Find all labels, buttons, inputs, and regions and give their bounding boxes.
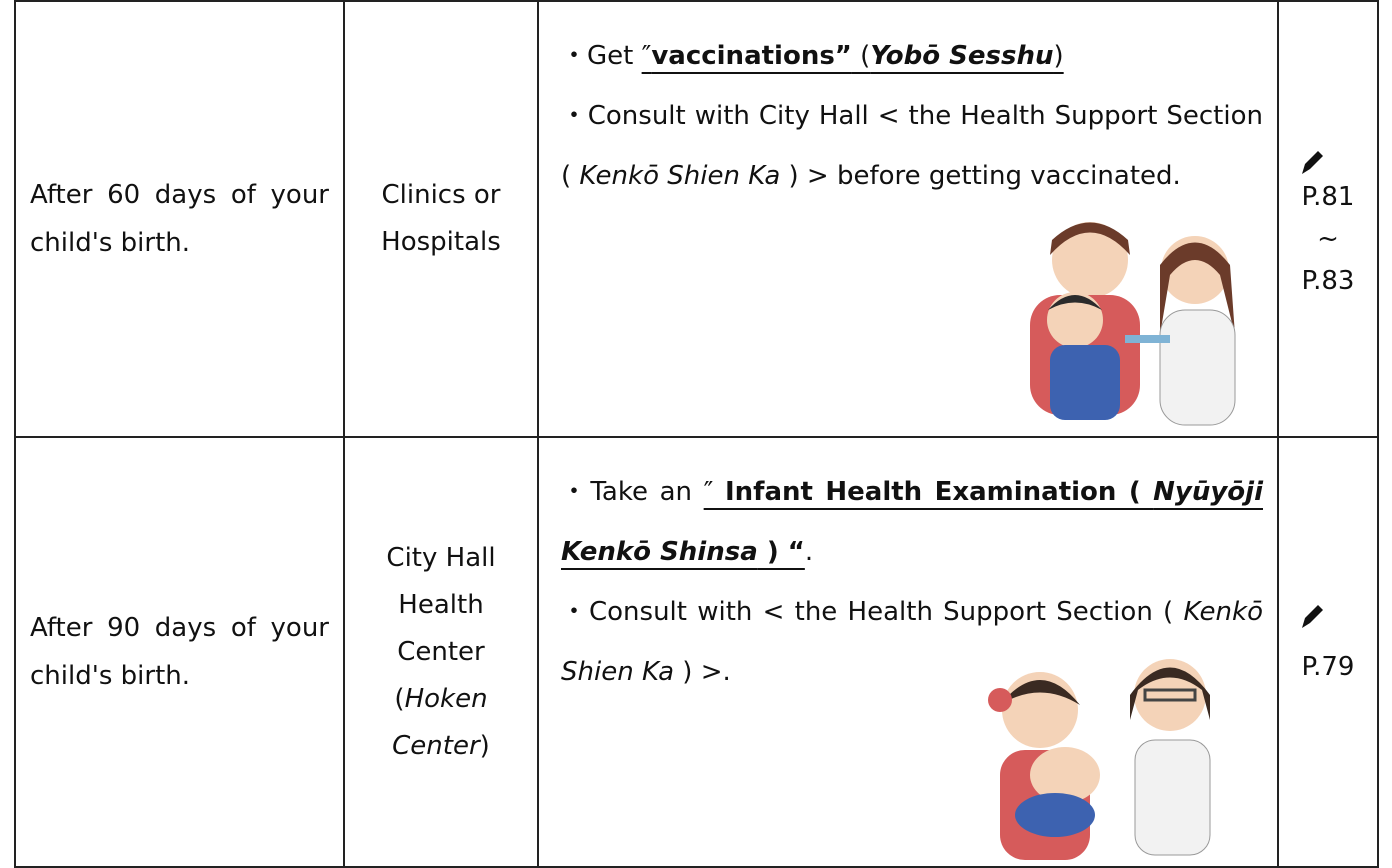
text-segment: ″	[703, 477, 725, 507]
text-segment: Yobō Sesshu	[870, 41, 1054, 71]
cell-where: City Hall Health Center (Hoken Center)	[345, 438, 537, 866]
list-item: ・Take an ″ Infant Health Examination ( N…	[561, 462, 1263, 582]
text-segment: City Hall Health Center (	[386, 542, 496, 714]
when-text: After 90 days of your child's birth.	[30, 613, 329, 691]
cell-where: Clinics or Hospitals	[345, 2, 537, 436]
vaccination-illustration	[1030, 222, 1236, 426]
page-ref: ~	[1317, 224, 1339, 254]
text-segment: Infant Health Examination (	[725, 477, 1154, 507]
list-item: ・Consult with < the Health Support Secti…	[561, 582, 1263, 702]
cell-pages: P.79	[1279, 438, 1377, 866]
border	[1277, 0, 1279, 868]
text-segment: (	[851, 41, 871, 71]
where-text: Clinics or Hospitals	[371, 172, 511, 266]
when-text: After 60 days of your child's birth.	[30, 180, 329, 258]
page-ref: P.83	[1301, 266, 1355, 296]
text-segment: ) “	[757, 537, 805, 567]
text-segment: vaccinations”	[651, 41, 852, 71]
item-list: ・Get ″vaccinations” (Yobō Sesshu) ・Consul…	[561, 26, 1263, 206]
text-segment: ・Consult with < the Health Support Secti…	[561, 597, 1184, 627]
list-item: ・Get ″vaccinations” (Yobō Sesshu)	[561, 26, 1263, 86]
cell-pages: P.81 ~ P.83	[1279, 2, 1377, 436]
border	[1377, 0, 1379, 868]
text-segment: ・Get	[561, 41, 642, 71]
text-segment: .	[804, 537, 814, 567]
text-segment: ) > before getting vaccinated.	[780, 161, 1181, 191]
text-segment: Clinics or Hospitals	[381, 180, 501, 257]
border	[14, 866, 1379, 868]
where-text: City Hall Health Center (Hoken Center)	[371, 535, 511, 770]
cell-items: ・Take an ″ Infant Health Examination ( N…	[539, 438, 1277, 866]
text-segment: )	[1053, 41, 1064, 71]
border	[14, 436, 1379, 438]
text-segment: ″	[641, 41, 652, 71]
page-ref: P.79	[1301, 652, 1355, 682]
pencil-icon	[1302, 151, 1323, 174]
list-item: ・Consult with City Hall < the Health Sup…	[561, 86, 1263, 206]
text-segment: ・Consult with City Hall < the Health Sup…	[561, 101, 1263, 191]
text-segment: )	[479, 730, 490, 761]
border	[14, 0, 1379, 2]
text-segment: Hoken Center	[392, 683, 488, 761]
text-segment: ) >.	[674, 657, 731, 687]
cell-items: ・Get ″vaccinations” (Yobō Sesshu) ・Consul…	[539, 2, 1277, 436]
text-segment: Nyūyōji Kenkō Shinsa	[561, 477, 1263, 567]
border	[343, 0, 345, 868]
page-ref: P.81	[1301, 182, 1355, 212]
checkup-illustration	[988, 659, 1211, 860]
text-segment: Kenkō Shien Ka	[561, 597, 1263, 687]
border	[14, 0, 16, 868]
cell-when: After 60 days of your child's birth.	[16, 2, 343, 436]
cell-when: After 90 days of your child's birth.	[16, 438, 343, 866]
text-segment: Kenkō Shien Ka	[579, 161, 781, 191]
pencil-icon	[1302, 605, 1323, 628]
item-list: ・Take an ″ Infant Health Examination ( N…	[561, 462, 1263, 702]
text-segment: ・Take an	[561, 477, 704, 507]
border	[537, 0, 539, 868]
